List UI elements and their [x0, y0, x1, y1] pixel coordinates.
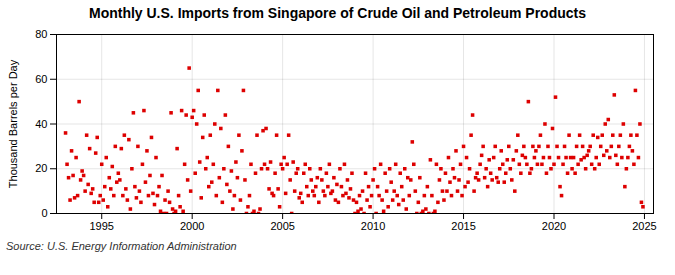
- svg-text:2020: 2020: [542, 220, 566, 232]
- svg-text:80: 80: [35, 28, 47, 40]
- svg-text:2010: 2010: [361, 220, 385, 232]
- svg-text:0: 0: [41, 207, 47, 219]
- svg-text:2015: 2015: [451, 220, 475, 232]
- svg-text:40: 40: [35, 118, 47, 130]
- svg-text:2025: 2025: [632, 220, 656, 232]
- svg-text:60: 60: [35, 73, 47, 85]
- html-text:Source: U.S. Energy Informatio: Source: U.S. Energy Information Administ…: [6, 240, 237, 252]
- svg-text:1995: 1995: [89, 220, 113, 232]
- svg-text:2000: 2000: [180, 220, 204, 232]
- html-text:Monthly U.S. Imports from Sing: Monthly U.S. Imports from Singapore of C…: [89, 5, 586, 21]
- svg-text:20: 20: [35, 162, 47, 174]
- svg-text:Thousand Barrels per Day: Thousand Barrels per Day: [7, 59, 19, 188]
- svg-text:2005: 2005: [270, 220, 294, 232]
